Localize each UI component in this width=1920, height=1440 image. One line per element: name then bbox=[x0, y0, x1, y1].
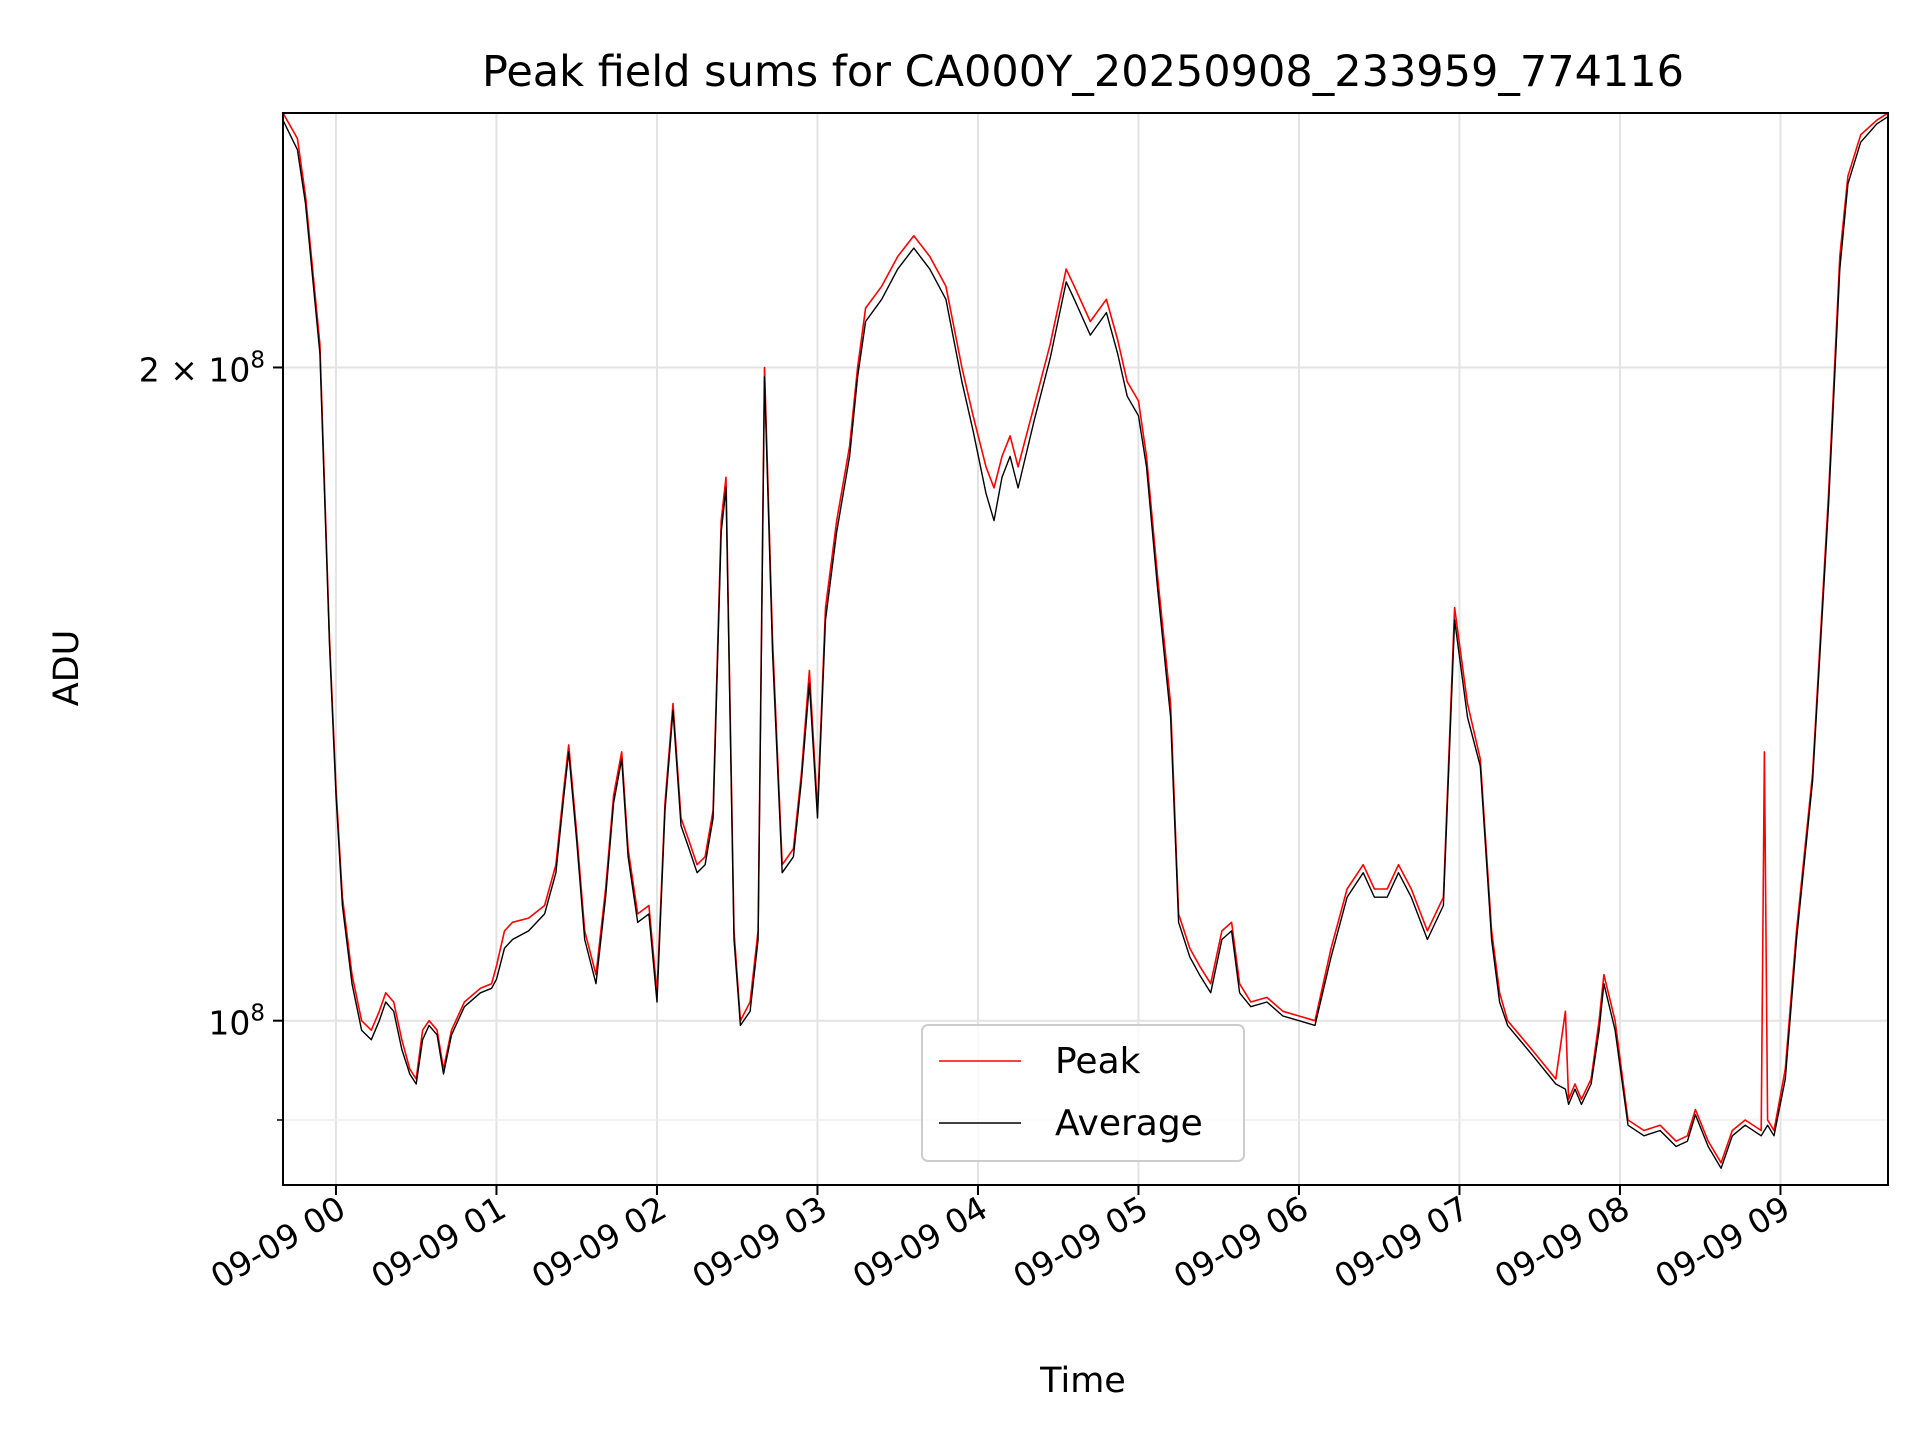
series-line-average bbox=[283, 116, 1888, 1169]
y-tick-label: 108 bbox=[208, 1001, 265, 1043]
chart-title: Peak field sums for CA000Y_20250908_2339… bbox=[482, 47, 1684, 97]
legend-box bbox=[921, 1024, 1245, 1162]
legend: Peak Average bbox=[921, 1024, 1245, 1162]
axes-frame bbox=[282, 112, 1889, 1186]
legend-label-peak: Peak bbox=[1055, 1041, 1141, 1082]
y-tick-label: 2 × 108 bbox=[139, 347, 265, 389]
legend-label-average: Average bbox=[1055, 1103, 1203, 1144]
plot-area bbox=[283, 113, 1888, 1169]
y-axis-title: ADU bbox=[47, 630, 87, 707]
grid-lines bbox=[283, 113, 1888, 1185]
x-axis-title: Time bbox=[1039, 1361, 1126, 1401]
series-line-peak bbox=[283, 113, 1888, 1164]
